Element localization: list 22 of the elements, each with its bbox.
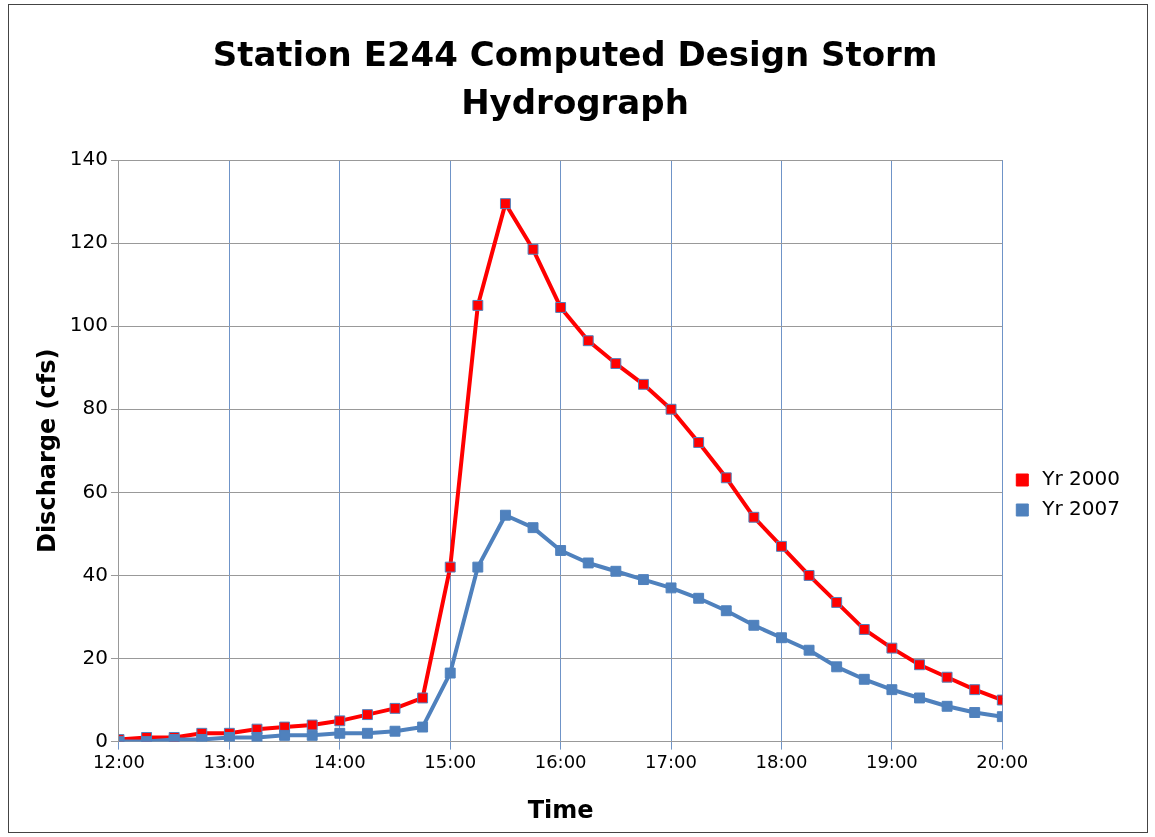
y-tick-label: 120: [69, 229, 108, 254]
y-tick-label: 100: [69, 312, 108, 337]
x-tick-label: 13:00: [203, 751, 256, 773]
y-axis-title: Discharge (cfs): [32, 348, 61, 554]
y-tick-label: 60: [82, 478, 108, 503]
y-tick-label: 0: [95, 727, 108, 752]
y-tick-label: 80: [82, 395, 108, 420]
y-tick-label: 40: [82, 561, 108, 586]
x-tick-label: 17:00: [645, 751, 697, 773]
x-tick-label: 18:00: [755, 751, 808, 773]
x-tick-label: 14:00: [313, 751, 366, 773]
x-tick-label: 19:00: [865, 751, 918, 773]
legend-label: Yr 2007: [1041, 496, 1121, 521]
x-tick-label: 16:00: [534, 751, 587, 773]
x-tick-label: 15:00: [424, 751, 477, 773]
legend-label: Yr 2000: [1041, 466, 1121, 491]
chart-title: Station E244 Computed Design Storm Hydrograph: [211, 33, 939, 124]
x-axis-title: Time: [527, 795, 594, 824]
y-tick-label: 20: [82, 644, 108, 669]
x-tick-label: 12:00: [93, 751, 145, 773]
x-tick-label: 20:00: [976, 751, 1029, 773]
y-tick-label: 140: [69, 146, 108, 171]
